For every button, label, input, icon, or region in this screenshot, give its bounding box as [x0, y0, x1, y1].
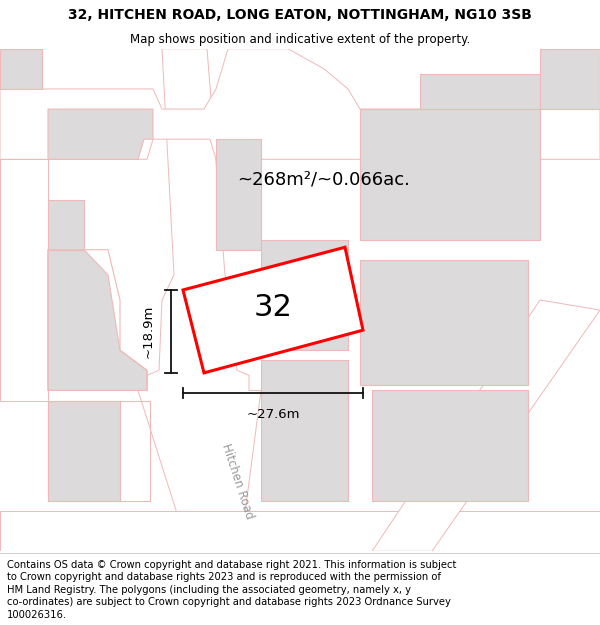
Polygon shape: [261, 360, 348, 501]
Polygon shape: [360, 109, 540, 240]
Text: 32, HITCHEN ROAD, LONG EATON, NOTTINGHAM, NG10 3SB: 32, HITCHEN ROAD, LONG EATON, NOTTINGHAM…: [68, 8, 532, 22]
Text: ~268m²/~0.066ac.: ~268m²/~0.066ac.: [238, 171, 410, 188]
Polygon shape: [48, 401, 120, 501]
Polygon shape: [0, 49, 42, 89]
Polygon shape: [183, 248, 363, 373]
Polygon shape: [261, 240, 348, 350]
Polygon shape: [48, 250, 147, 391]
Text: 32: 32: [254, 293, 292, 322]
Polygon shape: [0, 159, 48, 401]
Polygon shape: [360, 260, 528, 386]
Text: ~18.9m: ~18.9m: [142, 305, 155, 358]
Text: Map shows position and indicative extent of the property.: Map shows position and indicative extent…: [130, 32, 470, 46]
Text: 100026316.: 100026316.: [7, 609, 67, 619]
Text: to Crown copyright and database rights 2023 and is reproduced with the permissio: to Crown copyright and database rights 2…: [7, 572, 441, 582]
Polygon shape: [48, 199, 84, 250]
Text: Hitchen Road: Hitchen Road: [218, 441, 256, 521]
Polygon shape: [420, 74, 540, 109]
Polygon shape: [0, 511, 600, 551]
Text: ~27.6m: ~27.6m: [246, 408, 300, 421]
Text: HM Land Registry. The polygons (including the associated geometry, namely x, y: HM Land Registry. The polygons (includin…: [7, 585, 411, 595]
Polygon shape: [216, 139, 261, 250]
Text: co-ordinates) are subject to Crown copyright and database rights 2023 Ordnance S: co-ordinates) are subject to Crown copyr…: [7, 598, 451, 608]
Polygon shape: [372, 391, 528, 501]
Polygon shape: [138, 49, 261, 551]
Polygon shape: [372, 300, 600, 551]
Polygon shape: [0, 49, 600, 159]
Polygon shape: [540, 49, 600, 109]
Text: Contains OS data © Crown copyright and database right 2021. This information is : Contains OS data © Crown copyright and d…: [7, 560, 457, 570]
Polygon shape: [48, 109, 153, 159]
